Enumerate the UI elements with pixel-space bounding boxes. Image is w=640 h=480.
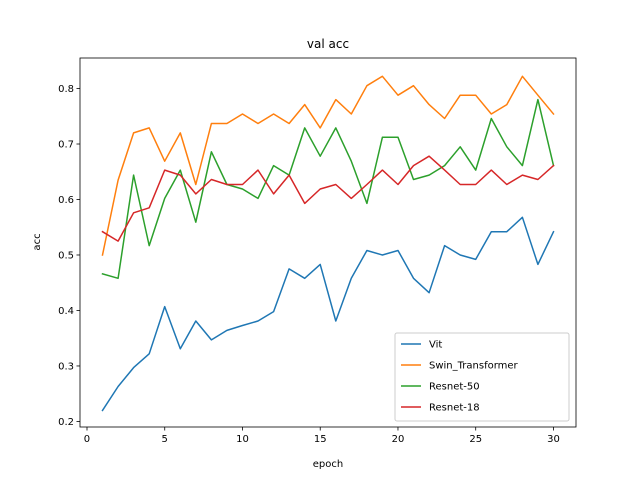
legend-box [394, 332, 570, 422]
series-line-swin-transformer [101, 75, 555, 256]
y-tick-label: 0.7 [58, 140, 74, 151]
y-axis-ticks: 0.2 0.3 0.4 0.5 0.6 0.7 0.8 [58, 84, 80, 428]
legend-label: Resnet-50 [429, 382, 480, 393]
x-tick-label: 0 [84, 434, 90, 445]
x-tick-label: 25 [469, 434, 482, 445]
x-tick-label: 30 [547, 434, 560, 445]
x-axis-label: epoch [313, 459, 343, 470]
y-axis-label: acc [32, 233, 43, 250]
y-tick-label: 0.5 [58, 250, 74, 261]
x-tick-label: 5 [162, 434, 168, 445]
axes-frame [79, 57, 577, 428]
legend: Vit Swin_Transformer Resnet-50 Resnet-18 [394, 332, 570, 422]
y-tick-label: 0.4 [58, 306, 74, 317]
series-line-resnet-18 [101, 155, 555, 242]
x-tick-label: 10 [236, 434, 249, 445]
y-tick-label: 0.2 [58, 417, 74, 428]
chart-title: val acc [307, 37, 349, 51]
plot-area [79, 57, 577, 428]
y-tick-label: 0.8 [58, 84, 74, 95]
legend-label: Vit [429, 340, 442, 351]
series-line-vit [101, 216, 555, 412]
x-tick-label: 15 [314, 434, 327, 445]
legend-label: Swin_Transformer [429, 361, 519, 372]
legend-label: Resnet-18 [429, 403, 480, 414]
x-axis-ticks: 0 5 10 15 20 25 30 [84, 427, 560, 445]
y-tick-label: 0.3 [58, 361, 74, 372]
y-tick-label: 0.6 [58, 195, 74, 206]
x-tick-label: 20 [392, 434, 405, 445]
